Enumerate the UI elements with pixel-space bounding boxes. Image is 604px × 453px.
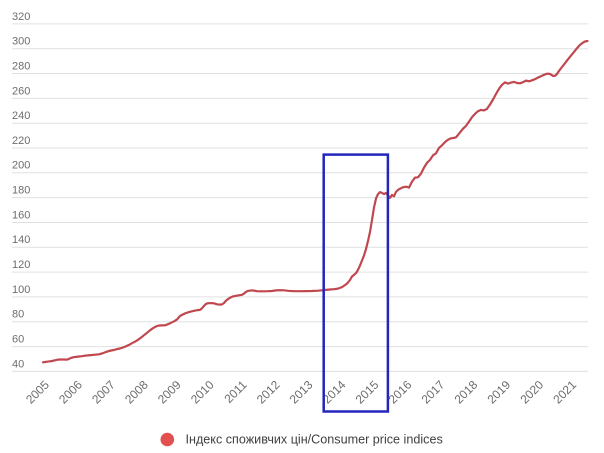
svg-text:160: 160 <box>12 209 30 221</box>
svg-text:80: 80 <box>12 309 24 321</box>
svg-text:140: 140 <box>12 234 30 246</box>
svg-text:280: 280 <box>12 60 30 72</box>
svg-text:240: 240 <box>12 110 30 122</box>
svg-text:100: 100 <box>12 284 30 296</box>
svg-text:40: 40 <box>12 358 24 370</box>
svg-text:60: 60 <box>12 334 24 346</box>
svg-text:260: 260 <box>12 85 30 97</box>
svg-text:Індекс споживчих цін/Consumer: Індекс споживчих цін/Consumer price indi… <box>186 432 443 446</box>
svg-text:220: 220 <box>12 135 30 147</box>
svg-text:200: 200 <box>12 160 30 172</box>
svg-text:320: 320 <box>12 11 30 23</box>
svg-text:180: 180 <box>12 185 30 197</box>
svg-text:300: 300 <box>12 36 30 48</box>
svg-text:120: 120 <box>12 259 30 271</box>
